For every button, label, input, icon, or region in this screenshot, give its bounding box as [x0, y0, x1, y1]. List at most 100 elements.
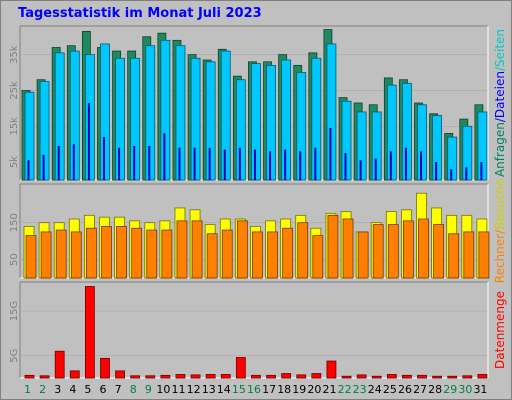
rechner-bar: [403, 220, 414, 279]
x-tick-label-day: 22: [338, 383, 352, 396]
dateien-bar: [253, 149, 256, 180]
rechner-bar: [327, 214, 339, 279]
rechner-bar: [191, 220, 203, 279]
dateien-bar: [299, 151, 302, 180]
panel-2-y-tick-label: 150: [9, 213, 20, 232]
dateien-bar: [314, 147, 317, 180]
series-label-part: Dateien: [493, 71, 507, 118]
datenmenge-bar: [235, 357, 246, 379]
dateien-bar: [404, 147, 407, 180]
rechner-bar: [25, 235, 37, 279]
datenmenge-bar: [69, 370, 80, 379]
panel-2-y-tick-label: 50: [9, 253, 20, 266]
series-label-part: /: [493, 66, 507, 71]
rechner-bar: [387, 224, 399, 279]
rechner-bar: [176, 220, 188, 279]
x-tick-label-day: 27: [413, 383, 427, 396]
rechner-bar: [297, 222, 309, 279]
rechner-bar: [282, 227, 294, 279]
datenmenge-bar: [477, 374, 488, 379]
datenmenge-bar: [462, 375, 473, 379]
x-tick-label-day: 26: [398, 383, 412, 396]
x-tick-label-day: 29: [443, 383, 457, 396]
datenmenge-bar: [296, 374, 307, 379]
x-tick-label-day: 3: [54, 383, 61, 396]
x-tick-label-day: 18: [277, 383, 291, 396]
x-tick-label-day: 21: [322, 383, 336, 396]
x-tick-label-day: 17: [262, 383, 276, 396]
x-tick-label-day: 5: [84, 383, 91, 396]
rechner-bar: [70, 231, 82, 279]
x-tick-label-day: 1: [24, 383, 31, 396]
x-tick-label-day: 11: [172, 383, 186, 396]
rechner-bar: [221, 229, 233, 279]
datenmenge-bar: [402, 374, 412, 379]
x-tick-label-day: 19: [292, 383, 306, 396]
rechner-bar: [252, 231, 263, 279]
x-tick-label-day: 31: [473, 383, 487, 396]
datenmenge-bar: [145, 375, 156, 379]
rechner-bar: [161, 229, 173, 279]
x-tick-label-day: 10: [156, 383, 170, 396]
dateien-bar: [359, 160, 362, 180]
rechner-bar: [101, 225, 112, 279]
dateien-bar: [269, 151, 272, 180]
series-label-part: /: [493, 229, 507, 234]
rechner-bar: [448, 233, 460, 279]
dateien-bar: [87, 103, 90, 180]
x-tick-label-day: 6: [100, 383, 107, 396]
panel-3-series-label: Datenmenge: [493, 291, 507, 369]
dateien-bar: [450, 169, 453, 180]
datenmenge-bar: [100, 357, 110, 379]
dateien-bar: [118, 147, 121, 180]
panel-3-plot-area: [20, 282, 488, 378]
datenmenge-bar: [190, 374, 201, 379]
x-tick-label-day: 23: [353, 383, 367, 396]
datenmenge-bar: [386, 374, 397, 379]
datenmenge-bar: [130, 375, 141, 379]
x-tick-label-day: 30: [458, 383, 472, 396]
x-tick-label-day: 12: [187, 383, 201, 396]
series-label-part: /: [493, 117, 507, 122]
dateien-bar: [238, 147, 241, 180]
series-label-part: Datenmenge: [493, 291, 507, 369]
panel-1-y-tick-label: 25k: [9, 81, 20, 100]
chart-title: Tagesstatistik im Monat Juli 2023: [18, 6, 262, 21]
rechner-bar: [357, 231, 369, 279]
rechner-bar: [131, 227, 143, 279]
rechner-bar: [206, 233, 218, 279]
panel-1-y-tick-label: 35k: [9, 45, 20, 64]
x-tick-label-day: 24: [368, 383, 382, 396]
datenmenge-bar: [160, 374, 171, 379]
rechner-bar: [463, 231, 475, 279]
dateien-bar: [223, 149, 226, 180]
datenmenge-bar: [371, 375, 382, 379]
datenmenge-bar: [417, 374, 427, 379]
series-label-part: Rechner: [493, 234, 507, 283]
dateien-bar: [27, 160, 30, 180]
datenmenge-bar: [84, 286, 95, 379]
x-tick-label-day: 4: [69, 383, 76, 396]
dateien-bar: [102, 137, 105, 180]
panel-2-series-label: Rechner/Besuche: [493, 179, 507, 283]
datenmenge-bar: [115, 370, 125, 379]
x-tick-label-day: 15: [232, 383, 246, 396]
x-tick-label-day: 14: [217, 383, 231, 396]
x-tick-label-day: 13: [202, 383, 216, 396]
panel-3-y-tick-label: 15G: [9, 301, 20, 321]
rechner-bar: [267, 231, 278, 279]
dateien-bar: [435, 162, 438, 180]
dateien-bar: [208, 147, 211, 180]
dateien-bar: [178, 147, 181, 180]
series-label-part: Seiten: [493, 29, 507, 67]
datenmenge-bar: [175, 374, 186, 379]
datenmenge-bar: [39, 375, 50, 379]
datenmenge-bar: [220, 374, 231, 379]
x-tick-label-day: 7: [115, 383, 122, 396]
panel-3-y-tick-label: 5G: [9, 349, 20, 363]
dateien-bar: [42, 154, 45, 180]
rechner-bar: [55, 229, 67, 279]
rechner-bar: [342, 218, 354, 279]
x-tick-label-day: 9: [145, 383, 152, 396]
